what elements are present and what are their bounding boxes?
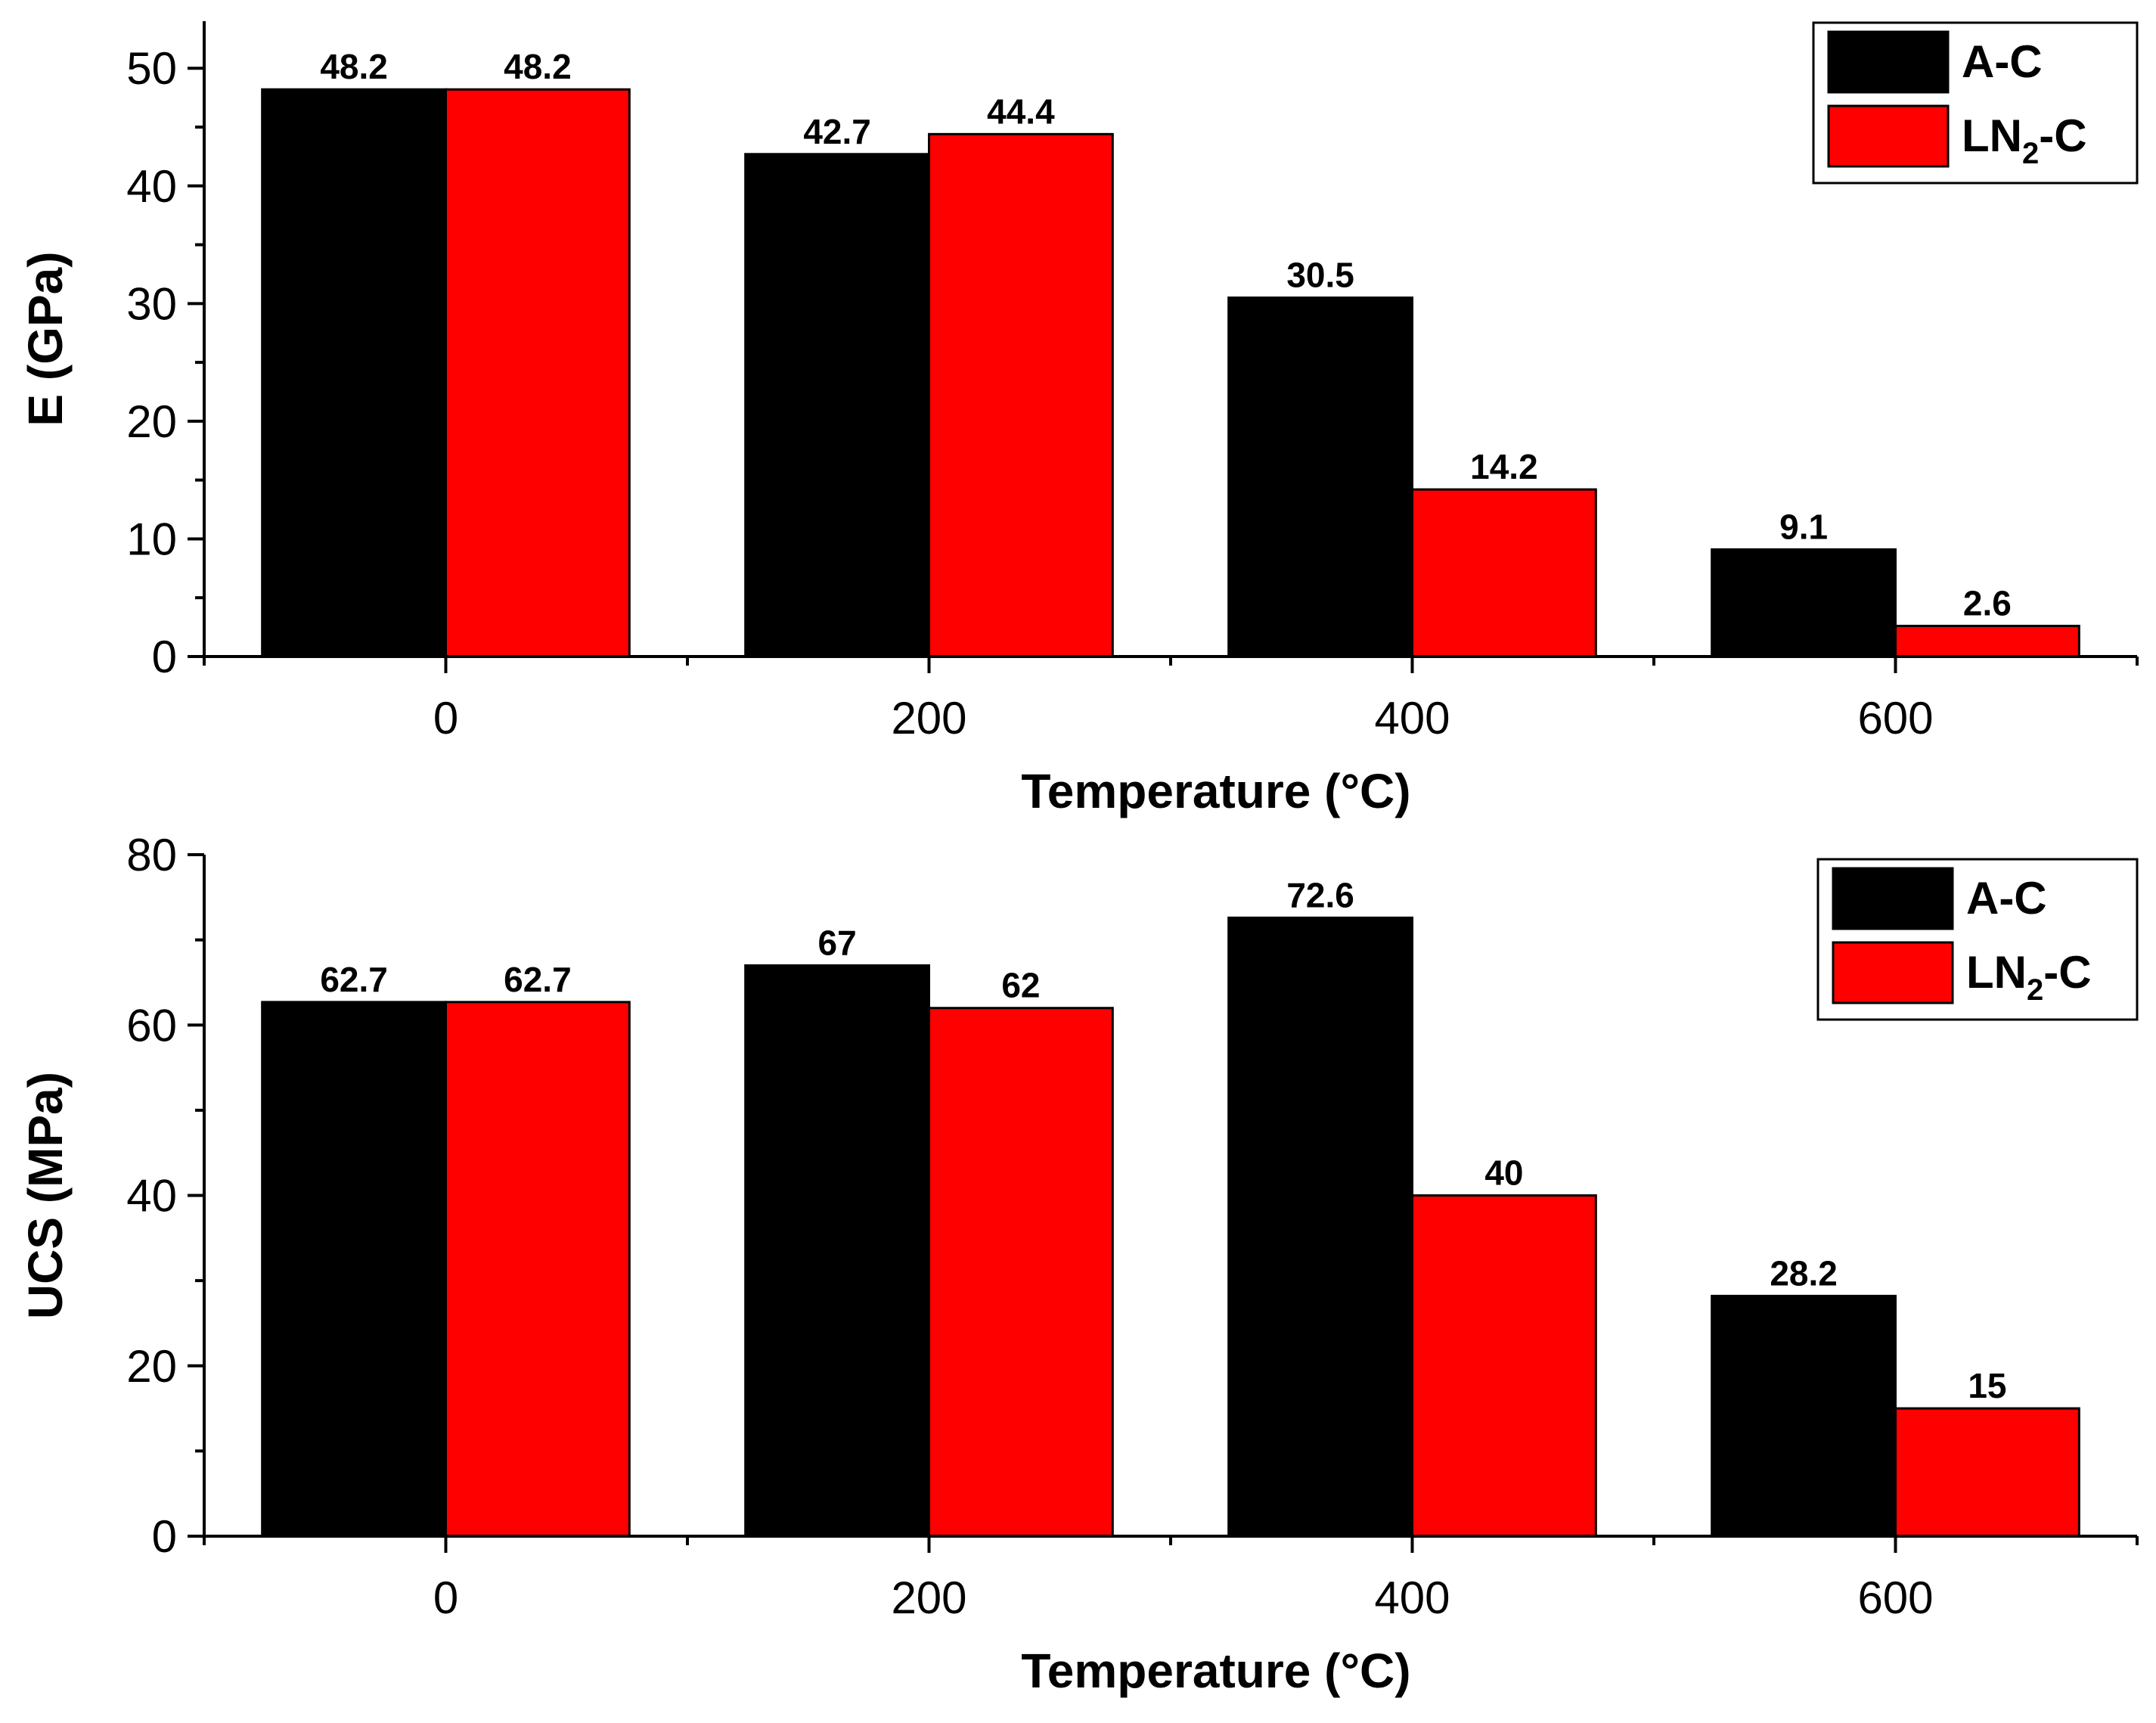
bar-ln2-c-200 — [928, 1007, 1114, 1538]
bar-a-c-600 — [1711, 1294, 1897, 1538]
x-tick-label: 200 — [891, 1572, 966, 1623]
bar-a-c-0 — [261, 1001, 447, 1538]
legend-label-base: LN — [1962, 110, 2022, 161]
data-label: 62.7 — [320, 960, 388, 999]
x-tick-label: 0 — [433, 693, 458, 744]
y-tick-label: 10 — [126, 514, 177, 564]
data-label: 48.2 — [320, 47, 388, 86]
bar-ln2-c-400 — [1411, 1194, 1597, 1538]
x-tick-label: 600 — [1857, 1572, 1933, 1623]
bar-ln2-c-0 — [445, 88, 631, 658]
y-axis-title: E (GPa) — [18, 251, 73, 426]
bar-a-c-600 — [1711, 548, 1897, 658]
x-axis-title: Temperature (°C) — [1021, 1644, 1410, 1698]
x-tick-label: 400 — [1374, 693, 1450, 744]
legend-swatch-a-c — [1827, 30, 1950, 94]
bar-a-c-200 — [744, 153, 930, 658]
data-label: 2.6 — [1963, 584, 2012, 623]
panel-bottom-ucs: 62.7 67 72.6 28.2 62.7 62 40 15 0 20 40 60 80 0 200 400… — [18, 830, 2139, 1698]
x-tick-label: 400 — [1374, 1572, 1450, 1623]
data-label: 15 — [1968, 1366, 2006, 1405]
y-tick-label: 20 — [126, 1341, 177, 1392]
x-axis-title: Temperature (°C) — [1021, 764, 1410, 818]
legend: A-C LN2-C — [1812, 21, 2139, 185]
y-tick-label: 0 — [152, 632, 177, 682]
y-axis-title: UCS (MPa) — [18, 1072, 73, 1319]
legend-label-subscript: 2 — [2027, 973, 2043, 1007]
y-tick-label: 80 — [126, 830, 177, 880]
y-tick-label: 20 — [126, 396, 177, 447]
bar-ln2-c-200 — [928, 132, 1114, 658]
legend: A-C LN2-C — [1816, 858, 2139, 1021]
panel-top-e-modulus: 48.242.730.59.148.244.414.22.60102030405… — [18, 21, 2139, 818]
data-label: 67 — [818, 923, 857, 962]
data-label: 28.2 — [1770, 1253, 1838, 1293]
data-label: 14.2 — [1470, 447, 1538, 486]
data-label: 62 — [1001, 966, 1040, 1005]
data-label: 72.6 — [1286, 875, 1354, 914]
legend-label-tail: -C — [2043, 947, 2091, 998]
data-label: 40 — [1484, 1153, 1523, 1193]
data-label: 48.2 — [504, 47, 572, 86]
x-tick-label: 0 — [433, 1572, 458, 1623]
legend-label-base: A-C — [1966, 873, 2047, 924]
legend-label-base: LN — [1966, 947, 2027, 998]
y-tick-label: 50 — [126, 43, 177, 94]
data-label: 44.4 — [987, 92, 1055, 131]
bar-ln2-c-600 — [1894, 1407, 2080, 1538]
legend-label-tail: -C — [2039, 110, 2086, 161]
bar-a-c-400 — [1227, 916, 1414, 1538]
bar-ln2-c-0 — [445, 1001, 631, 1538]
legend-label-subscript: 2 — [2022, 137, 2039, 170]
x-tick-label: 600 — [1857, 693, 1933, 744]
legend-swatch-a-c — [1832, 867, 1954, 930]
legend-label-ln2-c: LN2-C — [1966, 947, 2092, 1007]
legend-label-a-c: A-C — [1962, 36, 2043, 87]
x-tick-label: 200 — [891, 693, 966, 744]
y-tick-label: 0 — [152, 1511, 177, 1562]
legend-label-a-c: A-C — [1966, 873, 2047, 924]
data-label: 42.7 — [803, 112, 871, 151]
bar-ln2-c-600 — [1894, 625, 2080, 658]
legend-label-base: A-C — [1962, 36, 2043, 87]
legend-swatch-ln2-c — [1832, 941, 1954, 1004]
legend-label-ln2-c: LN2-C — [1962, 110, 2087, 170]
bar-a-c-0 — [261, 88, 447, 658]
data-label: 9.1 — [1779, 507, 1828, 546]
bar-a-c-400 — [1227, 296, 1414, 658]
y-tick-label: 40 — [126, 1171, 177, 1222]
y-tick-label: 60 — [126, 1000, 177, 1051]
data-label: 30.5 — [1286, 256, 1354, 295]
data-label: 62.7 — [504, 960, 572, 999]
y-tick-label: 40 — [126, 161, 177, 212]
bar-ln2-c-400 — [1411, 488, 1597, 658]
legend-swatch-ln2-c — [1827, 104, 1950, 168]
bar-a-c-200 — [744, 964, 930, 1538]
y-tick-label: 30 — [126, 278, 177, 329]
